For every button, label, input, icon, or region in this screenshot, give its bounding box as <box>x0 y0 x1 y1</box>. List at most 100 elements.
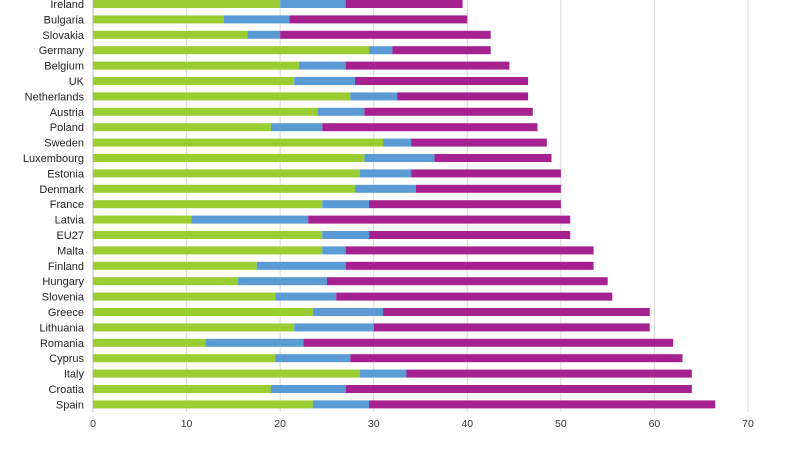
bar-segment <box>224 15 290 24</box>
category-labels: Ireland Bulgaria Slovakia Germany Belgium UK N… <box>23 0 85 411</box>
bar-segment <box>93 400 313 409</box>
bar-segment <box>322 200 370 209</box>
bar-segment <box>355 77 529 85</box>
bar-segment <box>93 46 370 55</box>
bar-segment <box>322 123 538 132</box>
bar-segment <box>308 215 571 224</box>
x-tick-label: 30 <box>368 418 380 430</box>
category-label: Italy <box>64 369 85 381</box>
bar-segment <box>93 231 323 239</box>
bar-segment <box>93 123 271 132</box>
category-label: UK <box>69 76 85 88</box>
bar-segment <box>238 277 327 286</box>
bar-segment <box>93 277 239 286</box>
x-tick-label: 70 <box>742 418 754 430</box>
bar-segment <box>93 107 318 116</box>
bar-segment <box>434 154 552 162</box>
bar-segment <box>359 369 407 378</box>
bar-segment <box>93 92 351 101</box>
bar-segment <box>322 246 346 255</box>
category-label: Finland <box>48 261 84 273</box>
category-label: Austria <box>50 107 85 119</box>
bar-segment <box>303 338 674 347</box>
bar-segment <box>411 138 547 147</box>
bar-segment <box>312 400 370 409</box>
bars <box>93 0 716 409</box>
bar-segment <box>93 200 323 209</box>
bar-segment <box>93 261 257 270</box>
category-label: Ireland <box>50 0 84 11</box>
bar-segment <box>364 154 435 162</box>
bar-segment <box>270 123 323 132</box>
category-label: Estonia <box>47 168 85 180</box>
category-label: Romania <box>40 338 85 350</box>
bar-segment <box>294 77 355 85</box>
category-label: Luxembourg <box>23 153 84 165</box>
category-label: Bulgaria <box>44 14 85 26</box>
bar-segment <box>93 154 365 162</box>
bar-segment <box>93 184 355 193</box>
bar-segment <box>345 261 594 270</box>
bar-segment <box>93 0 281 8</box>
bar-segment <box>369 46 393 55</box>
bar-segment <box>93 369 360 378</box>
bar-segment <box>350 354 683 363</box>
bar-segment <box>93 138 384 147</box>
bar-segment <box>93 385 271 393</box>
bar-segment <box>326 277 608 286</box>
bar-segment <box>411 169 561 178</box>
bar-segment <box>369 231 571 239</box>
bar-segment <box>205 338 304 347</box>
bar-segment <box>298 61 346 70</box>
bar-segment <box>336 292 613 301</box>
bar-segment <box>415 184 561 193</box>
bar-segment <box>369 200 561 209</box>
x-tick-label: 50 <box>555 418 567 430</box>
bar-segment <box>93 61 299 70</box>
category-label: Hungary <box>42 276 84 288</box>
bar-segment <box>373 323 650 332</box>
bar-segment <box>383 138 412 147</box>
bar-segment <box>93 354 276 363</box>
bar-segment <box>345 246 594 255</box>
bar-segment <box>397 92 529 101</box>
bar-segment <box>275 292 337 301</box>
bar-segment <box>270 385 346 393</box>
x-tick-label: 40 <box>461 418 473 430</box>
bar-segment <box>93 292 276 301</box>
bar-segment <box>312 308 384 316</box>
bar-segment <box>247 30 281 39</box>
bar-segment <box>359 169 412 178</box>
category-label: Poland <box>50 122 84 134</box>
bar-segment <box>275 354 351 363</box>
category-label: Malta <box>57 245 85 257</box>
bar-segment <box>383 308 650 316</box>
bar-segment <box>345 385 692 393</box>
x-axis-tick-labels: 0 10 20 30 40 50 60 70 <box>90 418 754 430</box>
x-tick-label: 60 <box>649 418 661 430</box>
bar-segment <box>256 261 346 270</box>
category-label: Slovakia <box>42 30 84 42</box>
bar-segment <box>345 0 463 8</box>
x-tick-label: 20 <box>274 418 286 430</box>
bar-segment <box>289 15 468 24</box>
category-label: Greece <box>48 307 84 319</box>
bar-segment <box>93 15 224 24</box>
bar-segment <box>364 107 533 116</box>
bar-segment <box>93 338 206 347</box>
bar-segment <box>294 323 374 332</box>
bar-segment <box>93 308 313 316</box>
bar-segment <box>369 400 716 409</box>
bar-segment <box>317 107 365 116</box>
bar-segment <box>191 215 309 224</box>
category-label: Germany <box>39 45 85 57</box>
bar-segment <box>392 46 491 55</box>
bar-segment <box>322 231 370 239</box>
x-tick-label: 10 <box>181 418 193 430</box>
bar-segment <box>280 0 346 8</box>
category-label: France <box>50 199 84 211</box>
x-tick-label: 0 <box>90 418 96 430</box>
bar-segment <box>93 246 323 255</box>
category-label: Spain <box>56 399 84 411</box>
